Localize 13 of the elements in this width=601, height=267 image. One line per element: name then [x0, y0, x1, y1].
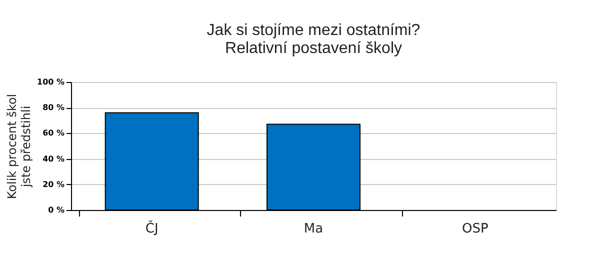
text: Kolik procent škol: [5, 94, 19, 200]
text: Relativní postavení školy: [225, 40, 402, 57]
text: jste předstihli: [19, 106, 33, 188]
x-tick-label: ČJ: [145, 220, 158, 236]
y-tick-label: 80 %: [42, 103, 64, 112]
x-tick-label: Ma: [304, 222, 324, 236]
y-tick-label: 40 %: [42, 154, 64, 164]
x-tick-label: OSP: [462, 222, 488, 236]
y-tick-label: 20 %: [42, 180, 64, 189]
y-tick-label: 100 %: [37, 78, 64, 86]
y-tick-label: 0 %: [48, 206, 64, 214]
y-tick-label: 60 %: [42, 128, 64, 138]
text: Jak si stojíme mezi ostatními?: [206, 22, 420, 39]
